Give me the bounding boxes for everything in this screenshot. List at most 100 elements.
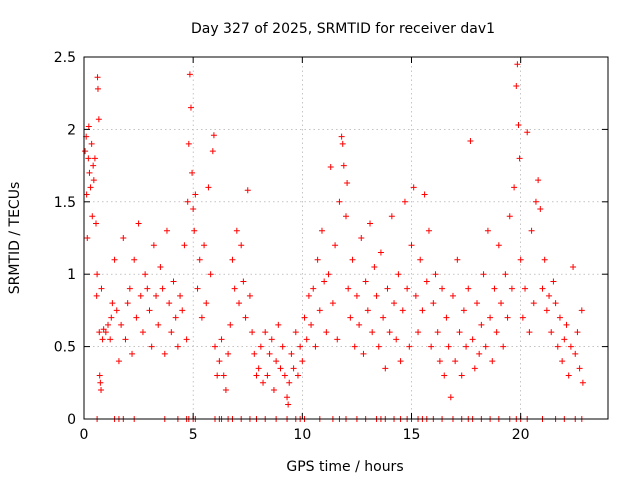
data-point (153, 292, 160, 299)
x-tick-label: 20 (512, 427, 530, 443)
data-point (238, 242, 245, 249)
data-point (229, 256, 236, 263)
data-point (578, 307, 585, 314)
data-point (463, 343, 470, 350)
data-point (321, 278, 328, 285)
data-point (415, 329, 422, 336)
data-point (323, 329, 330, 336)
data-point (268, 336, 275, 343)
data-point (225, 350, 232, 357)
data-point (362, 278, 369, 285)
data-point (137, 292, 144, 299)
chart-title: Day 327 of 2025, SRMTID for receiver dav… (191, 21, 495, 37)
data-point (168, 329, 175, 336)
data-point (98, 387, 105, 394)
data-point (449, 292, 456, 299)
data-point (541, 256, 548, 263)
data-point (336, 198, 343, 205)
data-point (174, 343, 181, 350)
data-point (290, 365, 297, 372)
data-point (98, 285, 105, 292)
y-tick-label: 1.5 (54, 195, 76, 211)
data-point (120, 235, 127, 241)
data-point (270, 387, 277, 394)
data-point (332, 242, 339, 249)
data-point (419, 307, 426, 314)
data-point (96, 329, 103, 336)
data-point (454, 256, 461, 263)
data-point (397, 358, 404, 365)
data-point (556, 314, 563, 321)
data-point (198, 314, 205, 321)
data-point (351, 343, 358, 350)
data-point (109, 300, 116, 307)
data-point (316, 307, 323, 314)
data-point (262, 329, 269, 336)
data-point (528, 227, 535, 234)
data-point (131, 256, 138, 263)
data-point (264, 372, 271, 379)
x-tick-label: 10 (293, 427, 311, 443)
data-point (139, 329, 146, 336)
data-point (305, 292, 312, 299)
data-point (118, 321, 125, 328)
data-point (410, 184, 417, 191)
data-point (401, 198, 408, 205)
data-point (301, 314, 308, 321)
data-point (281, 372, 288, 379)
data-point (393, 336, 400, 343)
data-point (382, 365, 389, 372)
data-point (181, 242, 188, 249)
data-point (157, 263, 164, 270)
data-point (240, 278, 247, 285)
data-point (133, 314, 140, 321)
x-tick-label: 0 (80, 427, 89, 443)
data-point (377, 249, 384, 256)
data-point (371, 263, 378, 270)
data-point (210, 132, 217, 139)
data-point (212, 343, 218, 350)
data-point (530, 300, 537, 307)
data-point (308, 321, 315, 328)
data-point (522, 285, 529, 292)
data-point (94, 74, 101, 81)
data-point (201, 242, 208, 249)
data-point (150, 242, 157, 249)
data-point (172, 314, 179, 321)
data-point (244, 187, 251, 194)
data-point (550, 278, 557, 285)
data-point (539, 285, 546, 292)
data-point (514, 61, 521, 68)
data-point (458, 372, 465, 379)
data-point (506, 213, 513, 220)
data-point (220, 372, 227, 379)
data-point (524, 129, 531, 136)
data-point (161, 350, 168, 357)
data-point (257, 343, 264, 350)
data-point (93, 220, 100, 227)
data-point (428, 343, 435, 350)
data-point (421, 191, 428, 198)
points-layer (82, 61, 586, 422)
data-point (155, 321, 162, 328)
data-point (284, 394, 291, 401)
data-point (469, 336, 476, 343)
data-point (338, 133, 345, 140)
data-point (546, 292, 553, 299)
data-point (511, 184, 518, 191)
data-point (266, 350, 273, 357)
data-point (96, 372, 103, 379)
data-point (87, 184, 94, 191)
data-point (502, 271, 509, 278)
data-point (189, 169, 196, 176)
data-point (83, 191, 90, 198)
data-point (222, 387, 229, 394)
data-point (122, 336, 129, 343)
data-point (107, 336, 114, 343)
data-point (517, 256, 524, 263)
data-point (358, 235, 365, 241)
data-point (142, 271, 149, 278)
data-point (84, 235, 91, 241)
data-point (231, 285, 238, 292)
